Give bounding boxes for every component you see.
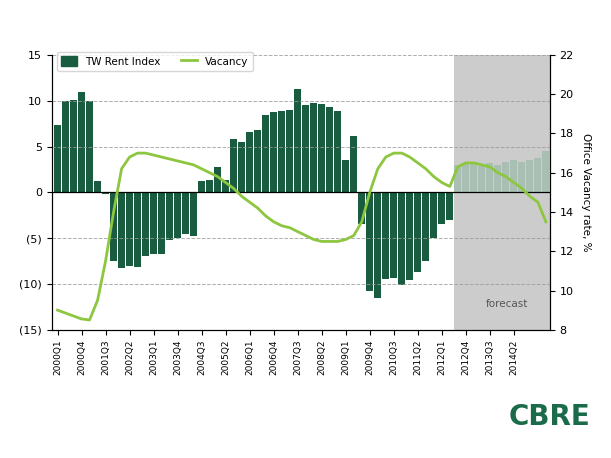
Bar xyxy=(238,142,245,192)
Bar xyxy=(222,180,229,192)
Bar xyxy=(254,130,261,192)
Bar xyxy=(295,89,301,192)
Bar xyxy=(422,192,429,261)
Bar xyxy=(342,160,349,192)
Bar xyxy=(302,105,309,192)
Bar xyxy=(278,111,285,192)
Bar xyxy=(142,192,149,256)
Bar xyxy=(359,192,365,224)
Bar xyxy=(398,192,405,285)
Bar xyxy=(390,192,397,278)
Bar xyxy=(414,192,421,272)
Bar xyxy=(190,192,197,236)
Bar xyxy=(102,192,109,194)
Legend: TW Rent Index, Vacancy: TW Rent Index, Vacancy xyxy=(57,52,253,71)
Bar xyxy=(86,101,93,192)
Bar xyxy=(230,139,237,192)
Bar xyxy=(70,100,77,192)
Text: U.S. Office Rent Forecast and Vacancy: U.S. Office Rent Forecast and Vacancy xyxy=(141,12,470,27)
Bar xyxy=(326,107,333,192)
Bar xyxy=(510,160,518,192)
Bar xyxy=(150,192,157,254)
Bar xyxy=(382,192,389,279)
Bar xyxy=(54,125,61,192)
Y-axis label: Office Vacancy rate, %: Office Vacancy rate, % xyxy=(580,133,591,251)
Bar xyxy=(270,112,277,192)
Bar xyxy=(375,192,381,298)
Bar xyxy=(118,192,125,268)
Bar xyxy=(535,158,541,192)
Bar xyxy=(287,110,293,192)
Bar xyxy=(430,192,437,238)
Bar xyxy=(470,163,477,192)
Bar xyxy=(126,192,133,266)
Text: forecast: forecast xyxy=(486,299,529,309)
Bar xyxy=(62,101,69,192)
Bar xyxy=(246,132,253,192)
Bar xyxy=(198,181,205,192)
Bar xyxy=(502,162,510,192)
Bar xyxy=(406,192,413,280)
Bar xyxy=(486,163,493,192)
Bar xyxy=(439,192,445,224)
Bar xyxy=(182,192,189,234)
Bar xyxy=(527,160,533,192)
Bar xyxy=(174,192,181,238)
Bar xyxy=(214,167,221,192)
Bar xyxy=(367,192,373,291)
Bar xyxy=(447,192,453,220)
Bar xyxy=(350,136,357,192)
Bar xyxy=(463,163,469,192)
Bar xyxy=(519,162,525,192)
Bar xyxy=(262,114,269,192)
Bar xyxy=(110,192,117,261)
Text: CBRE: CBRE xyxy=(509,403,591,431)
Bar xyxy=(494,165,501,192)
Bar xyxy=(94,181,101,192)
Bar xyxy=(334,111,341,192)
Bar xyxy=(318,104,325,192)
Bar xyxy=(455,165,461,192)
Bar xyxy=(78,92,85,192)
Bar xyxy=(478,166,485,192)
Bar xyxy=(166,192,173,240)
Bar xyxy=(207,180,213,192)
Bar xyxy=(158,192,165,254)
Bar xyxy=(310,103,317,192)
Bar xyxy=(454,55,552,330)
Bar xyxy=(134,192,141,267)
Bar xyxy=(543,151,549,192)
